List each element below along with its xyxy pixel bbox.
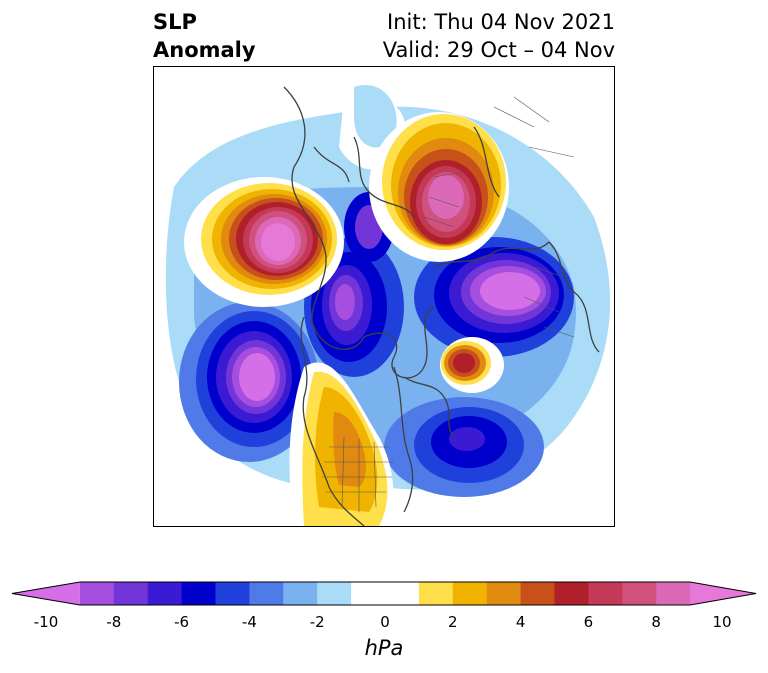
pacific-high	[184, 177, 344, 307]
map-canvas	[165, 85, 611, 526]
coastlines	[283, 86, 600, 526]
greenland-high	[440, 337, 504, 393]
colorbar-swatch	[520, 582, 555, 605]
colorbar-swatch	[452, 582, 488, 605]
colorbar-tick: 6	[583, 613, 594, 631]
colorbar-tick: 0	[380, 613, 390, 631]
colorbar-swatch	[249, 582, 284, 605]
valid-range: Valid: 29 Oct – 04 Nov	[382, 38, 615, 62]
colorbar-swatch	[79, 582, 115, 605]
colorbar-tick: 10	[712, 613, 732, 631]
colorbar-swatch	[588, 582, 623, 605]
colorbar-swatch	[113, 582, 149, 605]
forecast-info: Init: Thu 04 Nov 2021 Valid: 29 Oct – 04…	[383, 8, 615, 64]
colorbar-tick: -8	[106, 613, 122, 631]
asia-low	[414, 237, 574, 357]
colorbar-tick: -2	[309, 613, 325, 631]
colorbar-outline	[11, 581, 757, 606]
colorbar-swatch	[351, 582, 386, 605]
eurasia-high	[369, 112, 509, 262]
init-date: Init: Thu 04 Nov 2021	[387, 10, 615, 34]
colorbar-swatch	[283, 582, 318, 605]
borders	[322, 96, 575, 512]
colorbar-swatch	[622, 582, 657, 605]
colorbar	[0, 575, 768, 619]
colorbar-swatch	[12, 582, 80, 605]
colorbar-tick: 4	[515, 613, 526, 631]
colorbar-swatch	[690, 582, 756, 605]
north-america-high	[289, 362, 394, 526]
colorbar-swatch	[554, 582, 589, 605]
colorbar-swatch	[385, 582, 420, 605]
colorbar-swatch	[215, 582, 250, 605]
colorbar-swatch	[147, 582, 183, 605]
colorbar-tick: 2	[448, 613, 458, 631]
colorbar-strip	[11, 581, 757, 606]
colorbar-swatch	[418, 582, 454, 605]
colorbar-tick: -6	[174, 613, 190, 631]
chart-title: SLP Anomaly	[153, 8, 256, 64]
colorbar-tick: -4	[241, 613, 257, 631]
atlantic-low	[384, 397, 544, 497]
colorbar-tick: 8	[651, 613, 661, 631]
slp-anomaly-map	[153, 66, 615, 527]
colorbar-tick: -10	[33, 613, 59, 631]
colorbar-unit: hPa	[364, 636, 404, 660]
pacific-low	[179, 302, 319, 462]
colorbar-swatch	[317, 582, 352, 605]
anomaly-label: Anomaly	[153, 38, 256, 62]
variable-label: SLP	[153, 10, 197, 34]
colorbar-swatch	[486, 582, 522, 605]
colorbar-swatch	[181, 582, 216, 605]
colorbar-swatch	[656, 582, 691, 605]
